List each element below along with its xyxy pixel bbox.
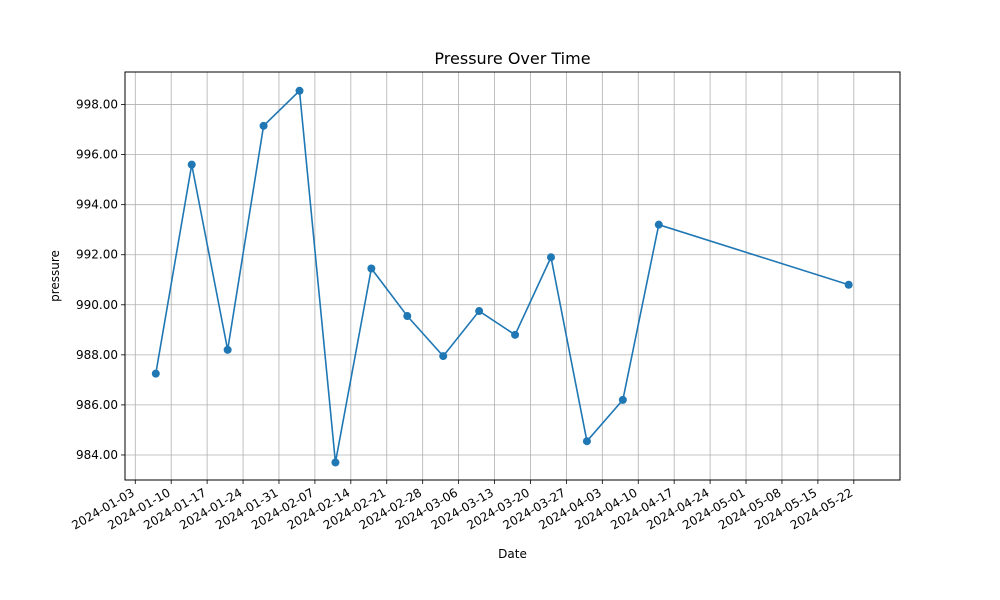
y-tick-label: 992.00: [76, 248, 118, 262]
data-point: [844, 280, 853, 289]
data-point: [475, 307, 484, 316]
y-axis-label: pressure: [48, 250, 62, 302]
y-axis-ticks: 984.00 986.00 988.00 990.00 992.00 994.00 996.…: [76, 98, 125, 462]
data-point: [618, 395, 627, 404]
data-point: [582, 437, 591, 446]
data-point: [295, 86, 304, 95]
data-point: [654, 220, 663, 229]
y-tick-label: 998.00: [76, 98, 118, 112]
y-tick-label: 990.00: [76, 298, 118, 312]
y-tick-label: 986.00: [76, 398, 118, 412]
y-tick-label: 996.00: [76, 148, 118, 162]
plot-area: [151, 86, 853, 467]
data-point: [331, 458, 340, 467]
data-point: [403, 312, 412, 321]
chart-title: Pressure Over Time: [434, 49, 590, 68]
data-point: [259, 121, 268, 130]
pressure-series-line: [155, 89, 849, 463]
data-point: [223, 345, 232, 354]
grid-lines: [125, 72, 900, 480]
y-tick-label: 994.00: [76, 198, 118, 212]
plot-frame: [124, 71, 901, 481]
y-tick-label: 988.00: [76, 348, 118, 362]
data-point: [439, 352, 448, 361]
data-point: [151, 369, 160, 378]
data-point: [187, 160, 196, 169]
data-point: [511, 330, 520, 339]
y-tick-label: 984.00: [76, 448, 118, 462]
data-point: [546, 253, 555, 262]
x-axis-label: Date: [498, 547, 527, 561]
data-point: [367, 264, 376, 273]
